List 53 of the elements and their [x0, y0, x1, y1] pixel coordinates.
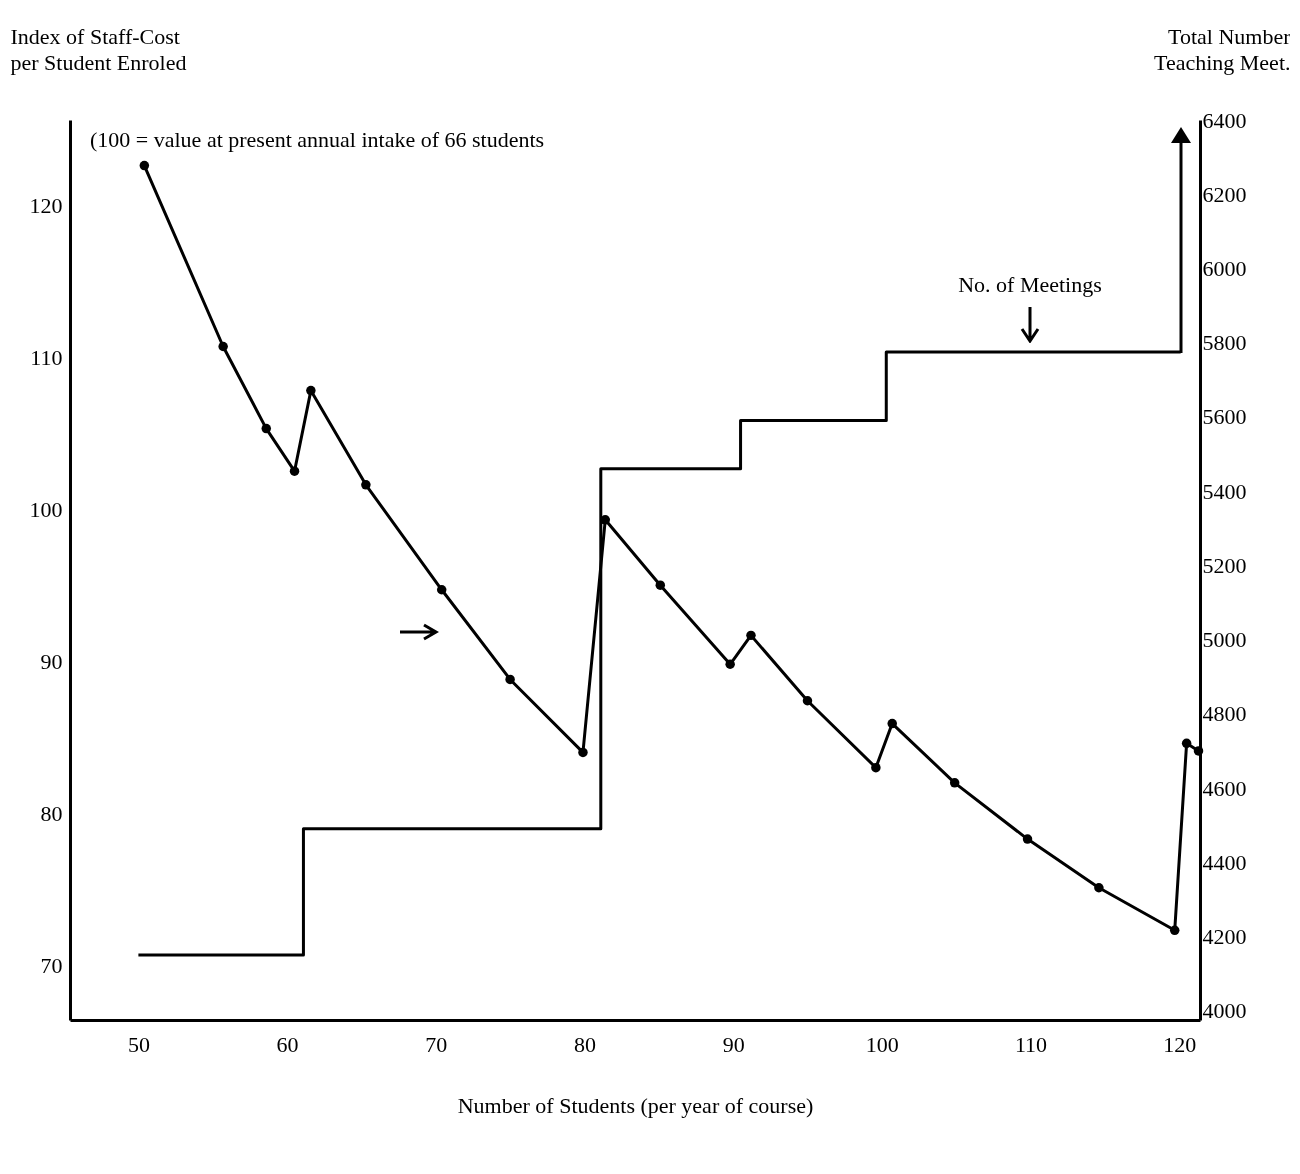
point — [505, 674, 515, 685]
y2-tick-label: 4400 — [1202, 849, 1247, 875]
y2-axis-title: Total Number Teaching Meet. — [1153, 23, 1292, 75]
point — [887, 718, 897, 729]
annotation: No. of Meetings — [958, 272, 1102, 297]
y2-tick-label: 4200 — [1202, 923, 1247, 949]
y2-tick-label: 6400 — [1202, 107, 1247, 133]
y-tick-label: 100 — [29, 496, 63, 522]
y-tick-label: 90 — [40, 648, 63, 674]
point — [802, 696, 813, 706]
y-tick-label: 80 — [40, 800, 63, 826]
y2-tick-label: 4000 — [1202, 998, 1247, 1024]
x-axis-title: Number of Students (per year of course) — [457, 1092, 814, 1118]
point — [949, 778, 960, 788]
point — [289, 466, 300, 476]
point — [1181, 738, 1192, 749]
point — [655, 580, 666, 590]
x-tick-label: 100 — [865, 1031, 899, 1057]
y2-tick-label: 6000 — [1202, 255, 1247, 281]
x-tick-label: 70 — [425, 1031, 448, 1057]
y2-tick-label: 5400 — [1202, 478, 1247, 504]
y-tick-label: 120 — [29, 192, 63, 218]
x-tick-label: 90 — [722, 1031, 745, 1057]
annotation: (100 = value at present annual intake of 66 students — [90, 127, 545, 152]
point — [139, 160, 150, 171]
point — [746, 630, 756, 641]
x-tick-label: 110 — [1014, 1031, 1048, 1057]
y2-tick-label: 5000 — [1202, 627, 1247, 653]
point — [436, 585, 447, 595]
y-tick-label: 110 — [30, 344, 63, 370]
x-tick-label: 80 — [573, 1031, 596, 1057]
point — [725, 659, 735, 669]
y2-tick-label: 4600 — [1202, 775, 1247, 801]
y2-tick-label: 6200 — [1202, 181, 1247, 207]
point — [1193, 746, 1204, 756]
point — [578, 747, 588, 758]
y-tick-label: 70 — [40, 952, 63, 978]
point — [1169, 925, 1180, 936]
x-tick-label: 120 — [1163, 1031, 1197, 1057]
y2-tick-label: 5200 — [1202, 552, 1247, 578]
x-tick-label: 50 — [127, 1031, 150, 1057]
x-tick-label: 60 — [276, 1031, 299, 1057]
point — [306, 385, 316, 396]
y-axis-title: Index of Staff-Cost per Student Enroled — [10, 23, 187, 75]
point — [361, 480, 371, 490]
point — [1022, 834, 1033, 844]
point — [1094, 883, 1104, 893]
point — [218, 341, 228, 352]
point — [261, 423, 272, 434]
y2-tick-label: 5800 — [1202, 330, 1247, 356]
point — [871, 762, 881, 773]
y2-tick-label: 5600 — [1202, 404, 1247, 430]
y2-tick-label: 4800 — [1202, 701, 1247, 727]
